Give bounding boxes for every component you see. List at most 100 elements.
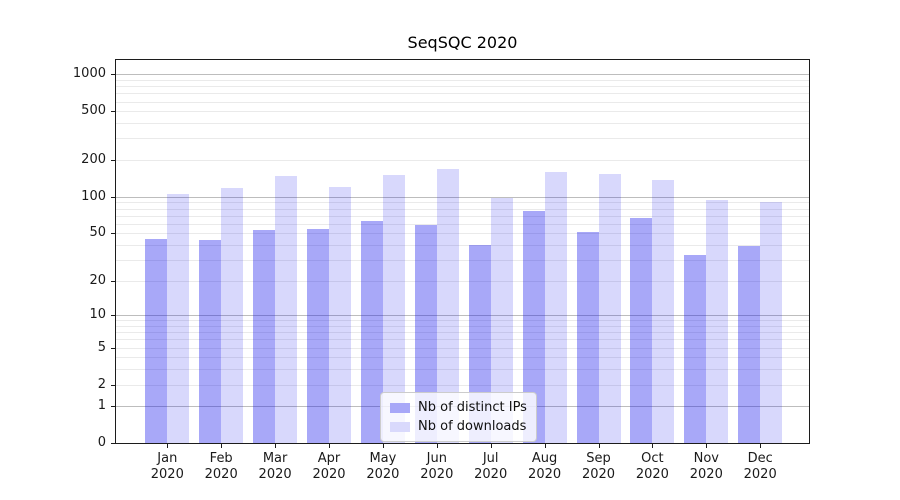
x-tick-label-dec: Dec 2020 [743,451,777,482]
bar-downloads-oct [652,180,675,444]
chart-title: SeqSQC 2020 [407,33,518,52]
y-tick-100 [111,196,115,198]
y-tick-200 [111,160,115,161]
x-tick-label-aug: Aug 2020 [528,451,562,482]
bar-downloads-may [382,174,405,444]
legend-item-distinct-ips: Nb of distinct IPs [390,398,527,417]
gridline-900 [116,79,809,81]
legend-label-downloads: Nb of downloads [418,419,527,434]
x-tick-label-may: May 2020 [366,451,400,482]
gridline-6 [116,339,809,341]
y-tick-5 [111,347,115,349]
x-tick-label-feb: Feb 2020 [204,451,238,482]
legend-label-distinct-ips: Nb of distinct IPs [418,400,527,415]
gridline-8 [116,325,809,327]
gridline-80 [116,208,809,210]
x-tick-label-oct: Oct 2020 [635,451,669,482]
gridline-500 [116,111,809,113]
legend: Nb of distinct IPs Nb of downloads [380,392,537,442]
bar-distinct-ips-may [360,221,383,444]
x-tick-nov [706,444,708,448]
legend-swatch-downloads [390,421,410,432]
y-tick-1000 [111,74,115,76]
bars-layer [116,60,809,444]
y-tick-500 [111,111,115,113]
legend-swatch-distinct-ips [390,402,410,413]
y-tick-label-2: 2 [97,376,106,392]
x-tick-label-jan: Jan 2020 [150,451,184,482]
x-tick-dec [760,444,762,448]
gridline-5 [116,347,809,349]
bar-downloads-aug [544,171,567,444]
y-tick-label-5: 5 [97,339,106,355]
gridline-700 [116,93,809,95]
y-tick-label-20: 20 [89,272,106,288]
gridline-400 [116,123,809,125]
y-tick-label-200: 200 [81,152,106,167]
x-tick-mar [275,444,277,448]
x-tick-may [382,444,384,448]
y-tick-1 [111,406,115,408]
y-tick-label-50: 50 [89,225,106,241]
bar-downloads-nov [706,200,729,444]
bar-downloads-sep [598,173,621,444]
gridline-300 [116,138,809,140]
y-tick-label-1000: 1000 [72,66,106,82]
x-tick-oct [652,444,654,448]
x-tick-label-jun: Jun 2020 [420,451,454,482]
gridline-60 [116,223,809,225]
y-tick-2 [111,384,115,386]
bar-downloads-apr [329,187,351,444]
y-tick-0 [111,443,115,445]
x-tick-label-jul: Jul 2020 [474,451,508,482]
bar-downloads-jun [436,169,459,444]
x-tick-aug [544,444,546,448]
y-tick-label-0: 0 [97,435,106,451]
y-tick-10 [111,315,115,317]
gridline-40 [116,244,809,246]
gridline-20 [116,280,809,282]
y-tick-50 [111,233,115,235]
gridline-3 [116,369,809,371]
y-tick-label-100: 100 [81,188,106,204]
gridline-2 [116,384,809,386]
gridline-30 [116,259,809,261]
gridline-9 [116,320,809,322]
bar-downloads-mar [275,176,298,444]
x-tick-label-nov: Nov 2020 [689,451,723,482]
bar-distinct-ips-jun [414,224,437,444]
bar-distinct-ips-aug [522,211,545,444]
y-tick-label-10: 10 [89,307,106,323]
gridline-1000 [116,74,809,76]
gridline-50 [116,233,809,235]
legend-item-downloads: Nb of downloads [390,417,527,436]
bar-distinct-ips-mar [253,230,276,444]
gridline-200 [116,160,809,161]
gridline-4 [116,357,809,359]
bar-downloads-dec [760,202,783,444]
x-tick-label-sep: Sep 2020 [581,451,616,482]
x-tick-jan [167,444,169,448]
x-tick-sep [598,444,600,448]
x-tick-apr [329,444,330,448]
bar-distinct-ips-dec [738,246,761,444]
bar-downloads-jan [167,193,190,444]
x-tick-label-mar: Mar 2020 [258,451,292,482]
bar-downloads-feb [221,187,244,444]
y-tick-20 [111,280,115,282]
bar-downloads-jul [490,198,513,444]
y-tick-label-500: 500 [81,103,106,119]
x-tick-jun [436,444,438,448]
gridline-90 [116,202,809,204]
x-tick-feb [221,444,223,448]
bar-distinct-ips-jan [145,238,168,444]
gridline-100 [116,196,809,198]
gridline-10 [116,315,809,317]
gridline-800 [116,86,809,88]
gridline-7 [116,332,809,334]
y-tick-label-1: 1 [97,398,106,414]
x-tick-jul [490,444,492,448]
x-tick-label-apr: Apr 2020 [312,451,346,482]
gridline-70 [116,215,809,217]
